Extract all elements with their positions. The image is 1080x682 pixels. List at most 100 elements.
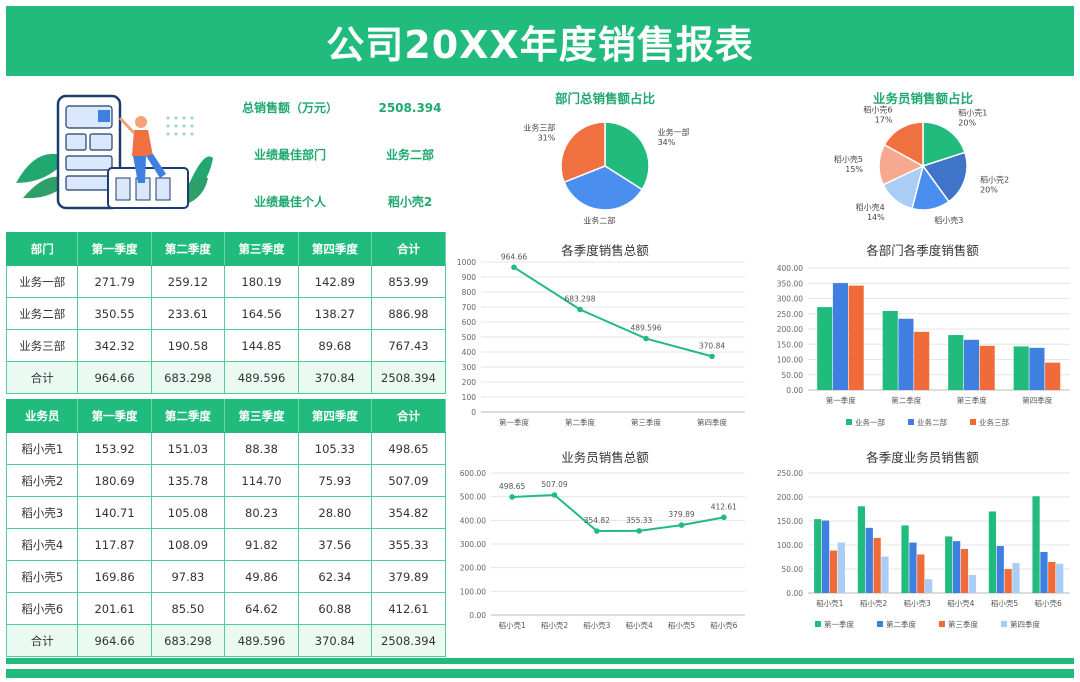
table-cell: 62.34 — [297, 560, 372, 593]
table-cell: 144.85 — [224, 329, 299, 362]
table-cell: 271.79 — [77, 265, 152, 298]
y-tick-label: 300.00 — [460, 540, 486, 549]
y-tick-label: 400 — [462, 348, 477, 357]
x-tick-label: 稻小壳3 — [583, 620, 610, 630]
x-tick-label: 稻小壳2 — [541, 620, 568, 630]
summary-row: 总销售额（万元） 2508.394 — [230, 84, 455, 131]
bar — [960, 548, 969, 593]
x-tick-label: 第四季度 — [697, 417, 727, 427]
y-tick-label: 0.00 — [786, 386, 803, 395]
table-cell: 140.71 — [77, 496, 152, 529]
legend-label: 第一季度 — [824, 619, 854, 629]
y-tick-label: 200.00 — [777, 493, 803, 502]
y-tick-label: 0.00 — [469, 611, 486, 620]
x-tick-label: 第一季度 — [826, 395, 856, 405]
table-cell: 稻小壳1 — [5, 432, 79, 465]
pie-label: 业务一部 — [658, 127, 690, 137]
bottom-divider — [6, 669, 1074, 678]
x-tick-label: 第三季度 — [631, 417, 661, 427]
y-tick-label: 100 — [462, 393, 477, 402]
x-tick-label: 第二季度 — [565, 417, 595, 427]
table-cell: 233.61 — [150, 297, 226, 330]
table-row: 稻小壳2 180.69 135.78 114.70 75.93 507.09 — [5, 464, 447, 497]
person-pie-chart: 业务员销售额占比 稻小壳120%稻小壳220%稻小壳314%稻小壳414%稻小壳… — [808, 84, 1038, 235]
summary-label: 业绩最佳部门 — [253, 148, 326, 162]
table-cell: 498.65 — [370, 432, 447, 465]
column-header: 第四季度 — [297, 399, 372, 433]
y-tick-label: 600.00 — [460, 469, 486, 478]
bar — [1032, 496, 1040, 593]
y-tick-label: 100.00 — [460, 587, 486, 596]
person-line-chart: 业务员销售总额 0.00 100.00 200.00 300.00 400.00 500.… — [455, 443, 755, 643]
y-tick-label: 400.00 — [460, 516, 486, 525]
table-cell: 89.68 — [297, 329, 372, 362]
table-row: 稻小壳4 117.87 108.09 91.82 37.56 355.33 — [5, 528, 447, 561]
y-tick-label: 600 — [462, 318, 477, 327]
y-tick-label: 500 — [462, 333, 477, 342]
series-line — [513, 266, 713, 358]
y-tick-label: 100.00 — [777, 541, 803, 550]
column-header: 第四季度 — [297, 232, 372, 266]
bottom-divider — [6, 658, 1074, 664]
legend-swatch — [970, 419, 976, 425]
table-cell: 259.12 — [150, 265, 226, 298]
data-label: 379.89 — [668, 510, 694, 519]
table-cell: 97.83 — [150, 560, 226, 593]
bar — [988, 511, 997, 593]
column-header: 合计 — [370, 232, 447, 266]
table-row: 业务二部 350.55 233.61 164.56 138.27 886.98 — [5, 297, 447, 330]
table-cell: 稻小壳3 — [5, 496, 79, 529]
bar — [979, 345, 995, 390]
salesperson-table: 业务员 第一季度 第二季度 第三季度 第四季度 合计 稻小壳1 153.92 1… — [5, 399, 447, 657]
table-cell: 180.69 — [77, 464, 152, 497]
table-total-row: 合计 964.66 683.298 489.596 370.84 2508.39… — [5, 361, 447, 394]
table-cell: 75.93 — [297, 464, 372, 497]
pie-label: 业务二部 — [583, 216, 615, 224]
bar — [881, 556, 889, 593]
bar — [821, 520, 830, 593]
y-tick-label: 50.00 — [782, 565, 804, 574]
y-tick-label: 900 — [462, 273, 477, 282]
data-label: 507.09 — [541, 480, 567, 489]
x-tick-label: 稻小壳2 — [860, 598, 887, 608]
bar — [1004, 569, 1012, 593]
table-cell: 合计 — [5, 624, 79, 657]
bar — [917, 554, 925, 593]
bar — [914, 331, 930, 390]
bar — [968, 574, 976, 593]
pie-label: 稻小壳5 — [834, 154, 863, 164]
bar — [817, 307, 833, 390]
table-cell: 964.66 — [77, 361, 152, 394]
x-tick-label: 稻小壳1 — [499, 620, 526, 630]
summary-value: 稻小壳2 — [387, 195, 433, 209]
bar — [873, 537, 881, 593]
chart-title: 各季度业务员销售额 — [866, 450, 979, 465]
table-cell: 342.32 — [77, 329, 152, 362]
table-cell: 稻小壳4 — [5, 528, 79, 561]
table-cell: 117.87 — [77, 528, 152, 561]
data-label: 412.61 — [711, 502, 737, 511]
y-tick-label: 1000 — [457, 258, 476, 267]
pie-value-label: 14% — [867, 213, 885, 222]
person-bar-chart: 各季度业务员销售额 0.00 50.00 100.00 150.00 200.00 250… — [770, 443, 1075, 643]
table-cell: 886.98 — [370, 297, 447, 330]
table-cell: 153.92 — [77, 432, 152, 465]
quarterly-line-chart: 各季度销售总额 0 100 200 300 400 500 600 700 800 900 1000… — [455, 236, 755, 436]
data-point — [511, 264, 517, 271]
dept-bar-chart: 各部门各季度销售额 0.00 50.00 100.00 150.00 200.00 250… — [770, 236, 1075, 436]
data-label: 489.596 — [630, 324, 661, 333]
table-cell: 49.86 — [224, 560, 299, 593]
bar — [1056, 563, 1064, 593]
x-tick-label: 第二季度 — [891, 395, 921, 405]
table-cell: 412.61 — [370, 592, 447, 625]
pie-slice — [883, 121, 924, 168]
table-cell: 169.86 — [77, 560, 152, 593]
pie-value-label: 15% — [845, 165, 863, 174]
pie-slice — [560, 121, 606, 184]
bar — [832, 283, 849, 390]
y-tick-label: 200 — [462, 378, 477, 387]
table-cell: 稻小壳5 — [5, 560, 79, 593]
legend-swatch — [908, 419, 914, 425]
bar — [1045, 362, 1061, 390]
